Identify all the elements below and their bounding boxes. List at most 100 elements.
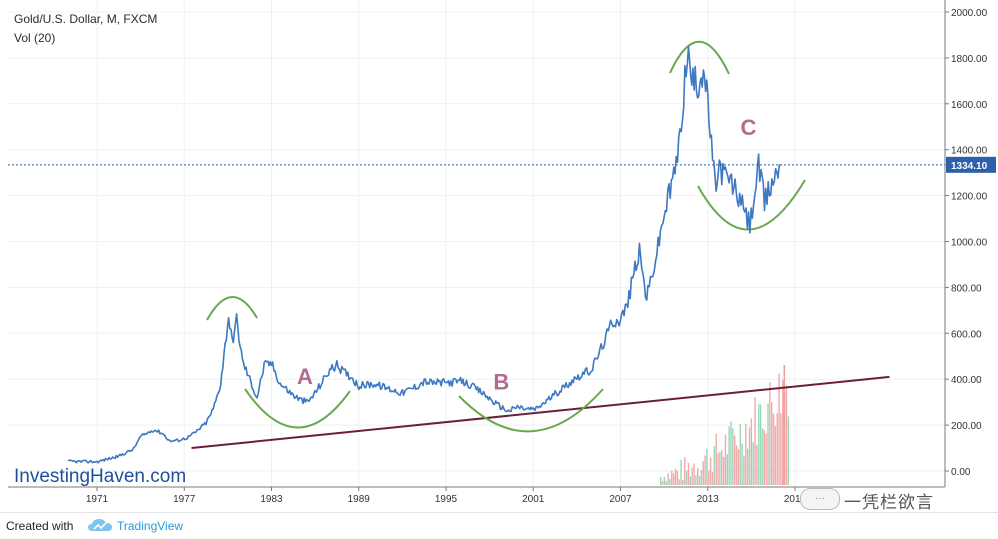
volume-bar xyxy=(761,428,764,485)
y-tick-label: 800.00 xyxy=(951,283,982,294)
x-tick-label: 2007 xyxy=(609,494,632,505)
volume-bar xyxy=(684,457,686,485)
y-tick-label: 1600.00 xyxy=(951,100,988,111)
volume-bar xyxy=(672,473,675,485)
y-tick-label: 600.00 xyxy=(951,329,982,340)
footer: Created with TradingView xyxy=(0,512,998,539)
volume-bar xyxy=(772,413,775,485)
x-tick-label: 2001 xyxy=(522,494,545,505)
arc-bottom-a xyxy=(244,388,351,429)
tradingview-link[interactable]: TradingView xyxy=(117,519,184,533)
arc-top-1980 xyxy=(206,296,258,321)
volume-bar xyxy=(669,478,671,485)
volume-bar xyxy=(754,397,756,485)
y-tick-label: 200.00 xyxy=(951,421,982,432)
support-trendline xyxy=(191,375,890,450)
x-tick-label: 1995 xyxy=(435,494,458,505)
volume-bar xyxy=(665,481,667,485)
volume-bar xyxy=(689,476,691,485)
volume-bar xyxy=(752,442,754,485)
volume-bar xyxy=(743,455,745,485)
volume-bar xyxy=(722,457,725,485)
volume-bar xyxy=(717,453,719,485)
x-tick-label: 2013 xyxy=(697,494,720,505)
volume-bars xyxy=(660,365,790,485)
watermark-badge: ··· xyxy=(800,488,840,510)
volume-bar xyxy=(734,435,736,485)
watermark-text: 一凭栏欲言 xyxy=(844,493,934,512)
volume-bar xyxy=(697,467,699,485)
volume-bar xyxy=(778,373,780,485)
volume-bar xyxy=(759,404,762,485)
volume-bar xyxy=(695,475,697,485)
volume-bar xyxy=(711,471,714,485)
volume-bar xyxy=(741,443,743,485)
gold-price-line xyxy=(67,46,781,464)
volume-bar xyxy=(719,452,721,485)
volume-bar xyxy=(676,470,679,485)
volume-bar xyxy=(780,413,782,485)
volume-bar xyxy=(776,413,778,485)
volume-bar xyxy=(735,445,738,485)
watermark: ··· 一凭栏欲言 xyxy=(800,488,970,512)
volume-indicator-label: Vol (20) xyxy=(14,31,56,45)
volume-bar xyxy=(774,425,777,485)
volume-bar xyxy=(715,433,717,485)
volume-bar xyxy=(732,428,734,485)
volume-bar xyxy=(756,444,758,485)
volume-bar xyxy=(771,402,773,485)
volume-bar xyxy=(739,424,741,485)
volume-bar xyxy=(708,470,710,485)
volume-bar xyxy=(685,470,688,485)
volume-bar xyxy=(769,382,771,485)
y-tick-label: 1200.00 xyxy=(951,192,988,203)
annotation-c: C xyxy=(741,115,757,140)
arc-bottom-b xyxy=(458,388,604,433)
volume-bar xyxy=(661,481,664,485)
x-tick-label: 2019 xyxy=(784,494,807,505)
volume-bar xyxy=(750,418,753,485)
volume-bar xyxy=(763,429,765,485)
brand-watermark: InvestingHaven.com xyxy=(14,466,186,487)
volume-bar xyxy=(680,459,682,485)
volume-bar xyxy=(765,433,767,485)
tradingview-cloud-icon xyxy=(88,519,112,531)
y-tick-label: 0.00 xyxy=(951,467,971,478)
volume-bar xyxy=(660,476,662,485)
volume-bar xyxy=(674,468,677,485)
volume-bar xyxy=(671,470,673,485)
volume-bar xyxy=(706,448,708,485)
volume-bar xyxy=(785,385,788,485)
volume-bar xyxy=(704,455,706,485)
x-tick-label: 1977 xyxy=(173,494,196,505)
volume-bar xyxy=(667,473,669,485)
volume-bar xyxy=(748,427,751,485)
volume-bar xyxy=(698,476,701,485)
volume-bar xyxy=(787,416,790,485)
volume-bar xyxy=(693,463,695,485)
volume-bar xyxy=(728,426,730,485)
volume-bar xyxy=(678,479,680,485)
created-with-text: Created with xyxy=(6,519,74,533)
volume-bar xyxy=(682,479,684,485)
annotation-a: A xyxy=(297,364,313,389)
volume-bar xyxy=(746,448,749,485)
plot-background xyxy=(8,0,945,487)
volume-bar xyxy=(709,457,712,485)
y-tick-label: 1400.00 xyxy=(951,146,988,157)
volume-bar xyxy=(663,476,666,485)
volume-bar xyxy=(782,380,784,485)
current-price-label: 1334.10 xyxy=(951,161,988,172)
volume-bar xyxy=(691,467,693,485)
y-tick-label: 1000.00 xyxy=(951,238,988,249)
volume-bar xyxy=(726,454,728,485)
volume-bar xyxy=(737,449,740,485)
gold-price-chart: 0.00 200.00 400.00 600.00 800.00 1000.00 1200.… xyxy=(8,0,996,505)
volume-bar xyxy=(783,365,786,485)
current-price-badge xyxy=(946,156,996,173)
volume-bar xyxy=(730,421,732,485)
volume-bar xyxy=(713,446,716,485)
volume-bar xyxy=(700,470,703,485)
annotation-b: B xyxy=(493,370,509,395)
